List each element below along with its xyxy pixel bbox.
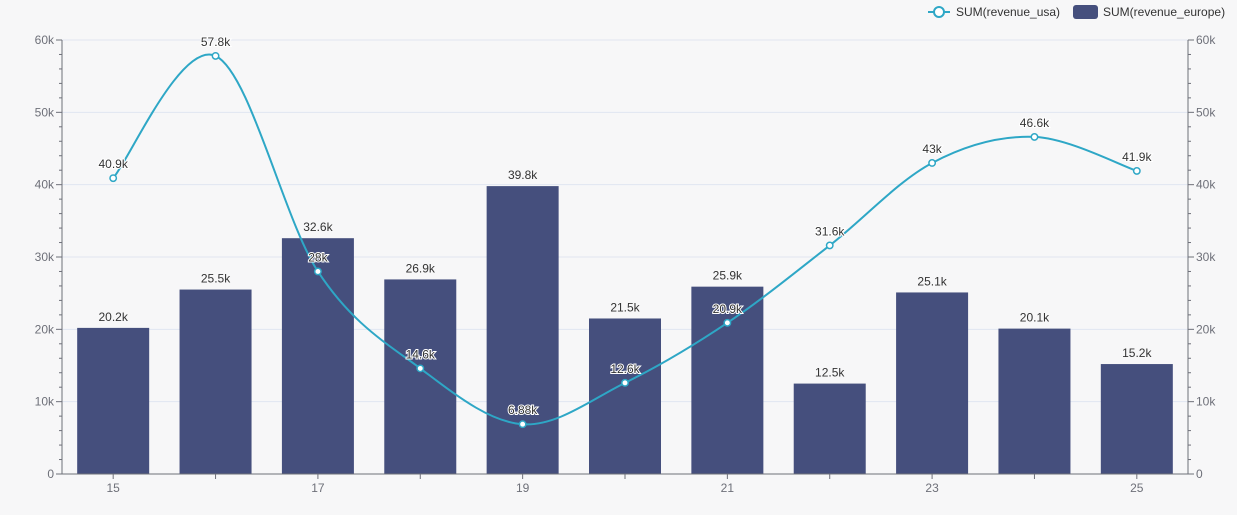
- bar-value-label: 25.1k: [917, 274, 947, 288]
- x-tick-label: 21: [721, 481, 735, 495]
- y-tick-label-right: 10k: [1196, 395, 1216, 409]
- bar-value-label: 20.1k: [1020, 311, 1050, 325]
- bar-value-label: 21.5k: [610, 300, 640, 314]
- line-value-label: 28k: [308, 250, 328, 264]
- bar-value-label: 15.2k: [1122, 346, 1152, 360]
- line-series-path: [112, 53, 1138, 426]
- bar-value-label: 39.8k: [508, 168, 538, 182]
- line-value-label: 41.9k: [1122, 150, 1152, 164]
- y-tick-label-left: 40k: [35, 178, 55, 192]
- y-tick-label-left: 30k: [35, 250, 55, 264]
- bar-value-label: 12.5k: [815, 366, 845, 380]
- line-point: [723, 318, 732, 327]
- line-point: [416, 364, 425, 373]
- line-point: [211, 51, 220, 60]
- line-value-label: 31.6k: [815, 224, 845, 238]
- y-tick-label-left: 50k: [35, 105, 55, 119]
- bar-value-label: 20.2k: [99, 310, 129, 324]
- x-tick-label: 17: [311, 481, 325, 495]
- y-tick-label-left: 60k: [35, 33, 55, 47]
- bar: [896, 292, 969, 474]
- x-tick-label: 15: [107, 481, 121, 495]
- line-value-label: 46.6k: [1020, 116, 1050, 130]
- line-value-label: 40.9k: [99, 157, 129, 171]
- line-point: [313, 267, 322, 276]
- line-point: [928, 159, 937, 167]
- line-point: [621, 378, 629, 387]
- bar: [486, 186, 559, 474]
- legend-item-bar: SUM(revenue_europe): [1073, 5, 1225, 19]
- bar: [281, 238, 354, 474]
- legend: SUM(revenue_usa) SUM(revenue_europe): [928, 5, 1225, 19]
- line-point: [518, 420, 527, 429]
- x-tick-label: 25: [1130, 481, 1144, 495]
- legend-label: SUM(revenue_usa): [956, 5, 1060, 19]
- y-tick-label-left: 0: [47, 467, 54, 481]
- y-tick-label-left: 20k: [35, 322, 55, 336]
- line-value-label: 20.9k: [713, 302, 743, 316]
- y-tick-label-right: 20k: [1196, 322, 1216, 336]
- bar: [793, 383, 866, 474]
- line-point: [109, 174, 118, 183]
- legend-line-marker-icon: [933, 6, 945, 18]
- y-tick-label-right: 0: [1196, 467, 1203, 481]
- bar: [384, 279, 457, 474]
- line-point: [1132, 166, 1141, 175]
- line-value-label: 12.6k: [610, 362, 640, 376]
- bar-value-label: 32.6k: [303, 220, 333, 234]
- bar-value-label: 25.9k: [713, 269, 743, 283]
- y-tick-label-right: 50k: [1196, 105, 1216, 119]
- y-tick-label-left: 10k: [35, 395, 55, 409]
- bar: [179, 289, 252, 474]
- line-point: [1030, 132, 1039, 141]
- bar: [77, 327, 150, 474]
- y-tick-label-right: 60k: [1196, 33, 1216, 47]
- line-point: [825, 241, 834, 250]
- y-tick-label-right: 40k: [1196, 178, 1216, 192]
- bar: [691, 286, 764, 474]
- x-tick-label: 23: [925, 481, 939, 495]
- line-value-label: 14.6k: [406, 347, 436, 361]
- line-value-label: 43k: [922, 142, 942, 156]
- line-value-label: 6.88k: [508, 403, 538, 417]
- bar: [1100, 364, 1173, 474]
- x-tick-label: 19: [516, 481, 530, 495]
- bar: [998, 328, 1071, 474]
- y-tick-label-right: 30k: [1196, 250, 1216, 264]
- legend-item-line: SUM(revenue_usa): [928, 5, 1060, 19]
- line-value-label: 57.8k: [201, 35, 231, 49]
- bar-value-label: 25.5k: [201, 272, 231, 286]
- bar-value-label: 26.9k: [406, 261, 436, 275]
- legend-bar-icon: [1073, 5, 1098, 19]
- legend-label: SUM(revenue_europe): [1103, 5, 1225, 19]
